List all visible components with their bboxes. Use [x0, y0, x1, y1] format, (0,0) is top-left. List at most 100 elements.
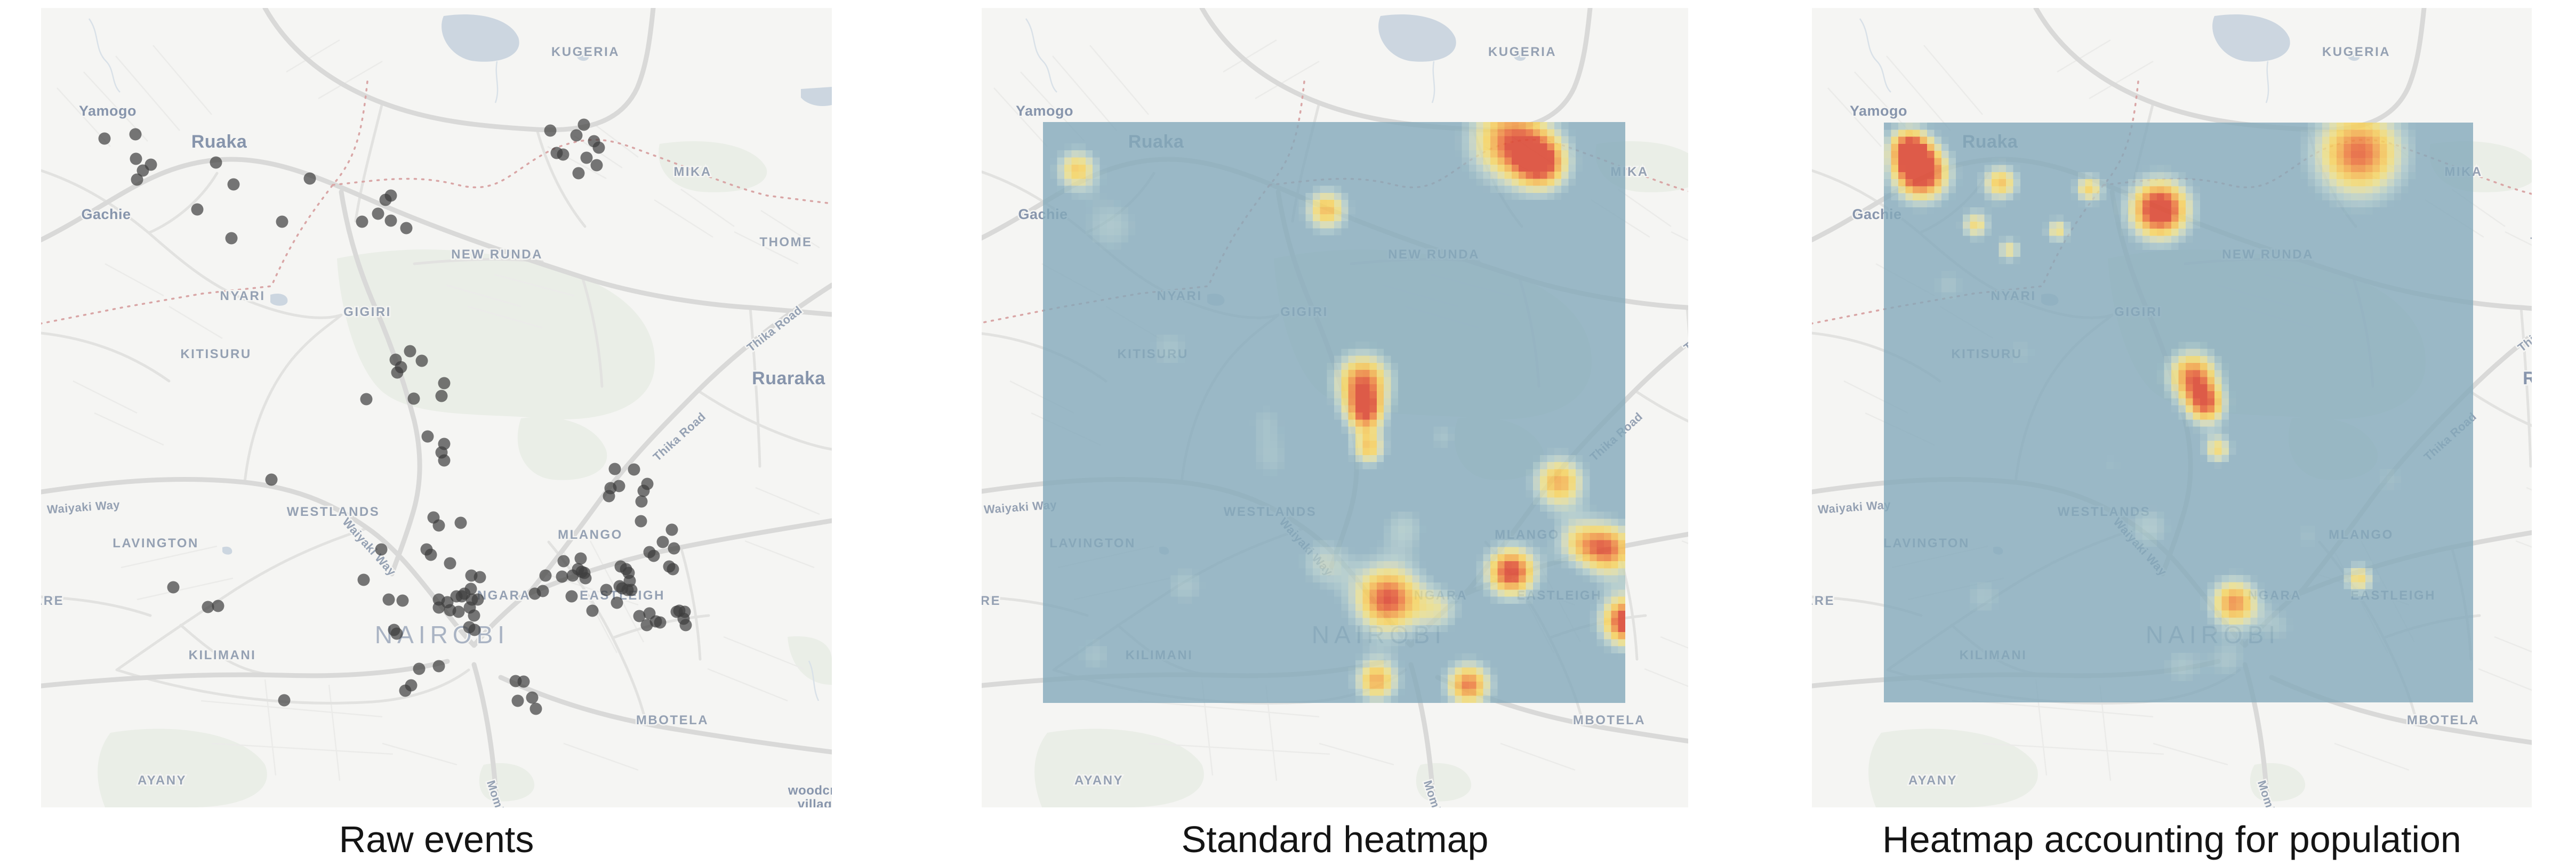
event-point	[679, 619, 692, 632]
event-point	[580, 151, 593, 164]
water-body	[2348, 50, 2360, 61]
event-point	[360, 393, 373, 406]
map-place-label: NEW RUNDA	[451, 247, 543, 262]
map-place-label: AYANY	[138, 773, 187, 788]
minor-road	[734, 231, 799, 265]
event-point	[471, 593, 484, 606]
event-point	[577, 118, 590, 131]
major-road	[471, 587, 534, 648]
map-place-label: ARE	[41, 594, 64, 608]
minor-road	[211, 742, 394, 755]
major-road	[41, 659, 450, 689]
event-point	[570, 129, 583, 142]
stream-line	[494, 61, 499, 103]
event-point	[438, 377, 451, 390]
water-body	[222, 546, 232, 555]
event-point	[452, 605, 465, 618]
event-point	[399, 684, 412, 697]
minor-road	[2478, 668, 2532, 691]
event-point	[129, 128, 142, 141]
secondary-road	[679, 546, 702, 661]
minor-road	[328, 684, 341, 781]
minor-road	[73, 380, 138, 414]
caption-population-heatmap: Heatmap accounting for population	[1882, 819, 2461, 860]
event-point	[529, 702, 542, 715]
event-point	[372, 207, 384, 220]
event-point	[137, 164, 149, 177]
stream-line	[1025, 18, 1057, 93]
map-place-label: AYANY	[1074, 773, 1124, 788]
water-body	[1378, 14, 1456, 62]
minor-road	[1827, 87, 1882, 147]
event-point	[421, 430, 434, 443]
event-point	[579, 572, 592, 585]
minor-road	[1660, 636, 1688, 649]
minor-road	[707, 668, 788, 702]
event-point	[400, 222, 413, 234]
event-point	[536, 585, 549, 597]
minor-road	[760, 209, 820, 249]
event-point	[517, 675, 530, 688]
minor-road	[137, 577, 234, 601]
event-point	[265, 473, 278, 486]
map-place-label: KUGERIA	[1488, 45, 1556, 59]
park-area	[659, 141, 767, 192]
minor-road	[1255, 60, 1320, 100]
map-place-label: ARE	[1812, 594, 1835, 608]
map-place-label: KUGERIA	[551, 45, 620, 59]
event-point	[668, 542, 680, 555]
water-body	[270, 293, 288, 306]
minor-road	[2334, 742, 2410, 771]
secondary-road	[354, 101, 384, 223]
event-point	[511, 694, 524, 707]
minor-road	[1971, 700, 2154, 718]
map-place-label: Yamogo	[1016, 103, 1073, 119]
map-place-label: LAVINGTON	[113, 536, 199, 551]
minor-road	[680, 188, 735, 228]
park-area	[517, 417, 607, 480]
map-place-label: THOME	[759, 235, 812, 249]
minor-road	[318, 60, 383, 100]
event-point	[435, 390, 448, 402]
event-point	[565, 590, 578, 603]
boundary-line	[41, 80, 368, 325]
secondary-road	[2467, 389, 2532, 427]
minor-road	[200, 700, 383, 718]
minor-road	[654, 199, 713, 238]
event-point	[574, 552, 587, 565]
map-place-label: KILIMANI	[189, 648, 256, 662]
event-point	[464, 582, 477, 595]
event-point	[444, 557, 456, 570]
major-road	[471, 662, 500, 807]
minor-road	[2089, 60, 2154, 100]
minor-road	[446, 284, 521, 307]
secondary-road	[1633, 389, 1688, 423]
map-place-label: ARE	[982, 594, 1001, 608]
water-body	[1514, 50, 1526, 61]
event-point	[438, 454, 451, 467]
event-point	[566, 569, 579, 582]
event-point	[656, 536, 669, 548]
map-place-label: GIGIRI	[343, 305, 391, 319]
raw-events-dots-layer	[98, 118, 692, 715]
event-point	[276, 215, 288, 228]
stream-line	[808, 660, 820, 701]
secondary-road	[696, 389, 832, 451]
map-place-label: Yamogo	[1850, 103, 1907, 119]
map-place-label: NGARA	[477, 588, 531, 603]
map-place-label: KUGERIA	[2322, 45, 2390, 59]
park-area	[1868, 729, 2038, 807]
minor-road	[153, 45, 212, 115]
raw-events-map: Yamogo Ruaka Gachie KUGERIA MIKA THOME NEW RUN…	[41, 8, 832, 807]
event-point	[667, 563, 679, 576]
water-body	[2212, 14, 2290, 62]
event-point	[227, 178, 240, 191]
map-place-label: Yamogo	[79, 103, 137, 119]
map-place-label: Gachie	[81, 206, 131, 222]
minor-road	[94, 412, 164, 446]
event-point	[557, 148, 569, 161]
event-point	[356, 215, 368, 228]
minor-road	[993, 87, 1048, 147]
map-place-label: MBOTELA	[636, 713, 709, 727]
